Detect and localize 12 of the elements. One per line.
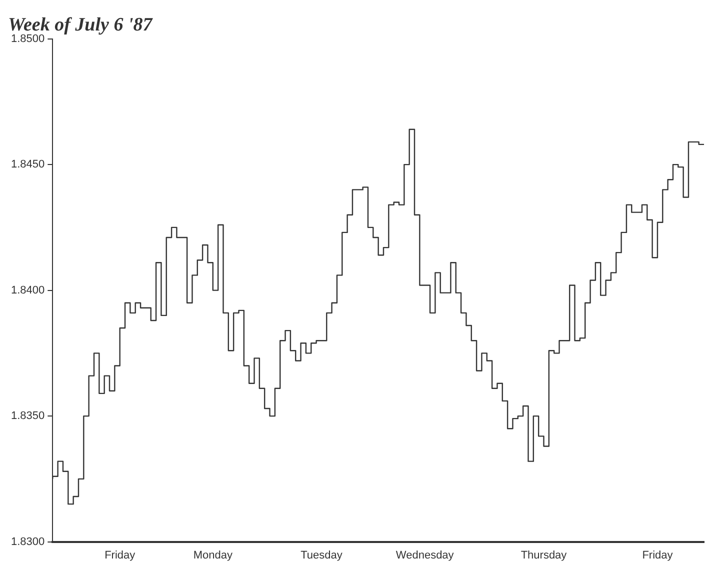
x-tick-label: Tuesday <box>300 549 343 562</box>
y-tick-label: 1.8500 <box>10 32 45 45</box>
y-tick-label: 1.8350 <box>10 410 45 422</box>
x-tick-label: Friday <box>104 549 136 562</box>
chart-title: Week of July 6 '87 <box>8 14 154 36</box>
y-tick-label: 1.8450 <box>10 158 45 171</box>
x-tick-label: Wednesday <box>396 549 454 562</box>
x-tick-label: Monday <box>193 549 233 562</box>
y-tick-label: 1.8300 <box>10 536 45 548</box>
x-tick-label: Thursday <box>520 549 568 562</box>
x-tick-label: Friday <box>642 549 674 562</box>
y-tick-label: 1.8400 <box>10 284 45 296</box>
